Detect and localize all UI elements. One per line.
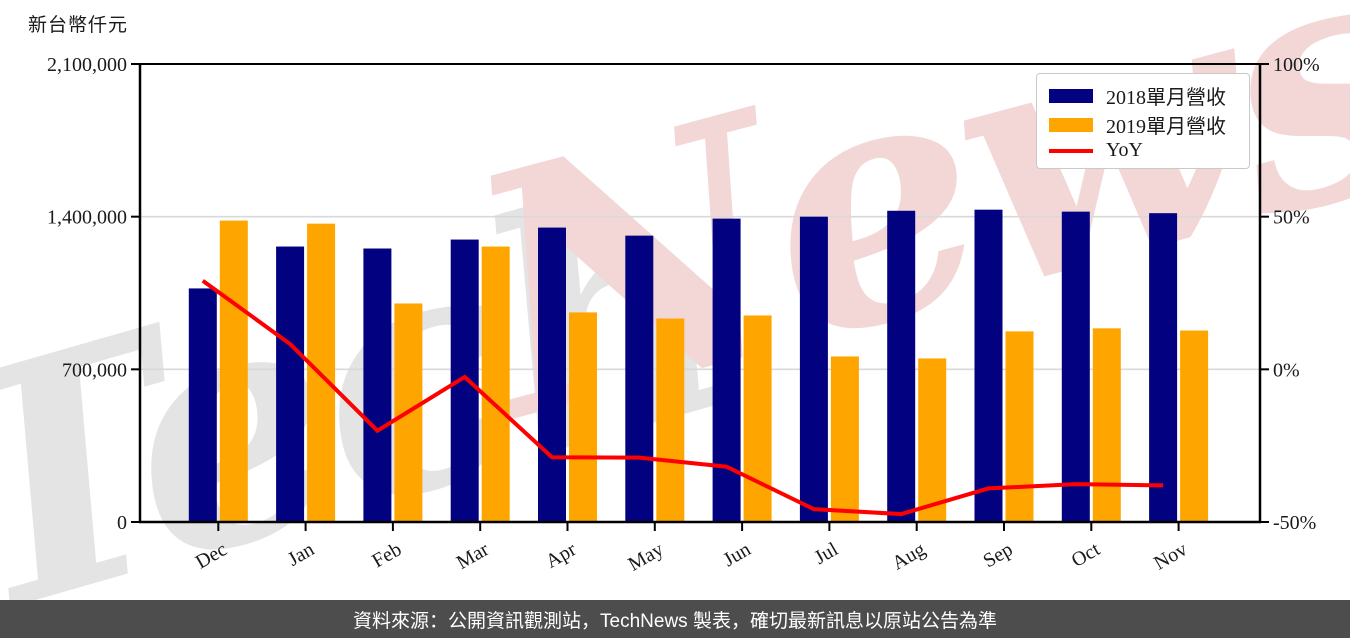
legend-row-2019: 2019單月營收 [1049, 110, 1237, 139]
bar-2018單月營收-Jun [712, 218, 741, 522]
month-label-Jun: Jun [720, 538, 755, 571]
legend-swatch-2018-bar [1049, 88, 1093, 103]
bar-2018單月營收-Aug [887, 210, 916, 523]
legend-label-2019: 2019單月營收 [1106, 116, 1226, 138]
left-axis-unit-label: 新台幣仟元 [28, 15, 129, 36]
bar-2018單月營收-Jan [276, 246, 305, 522]
month-label-Sep: Sep [980, 538, 1017, 572]
bar-2018單月營收-May [625, 235, 654, 523]
legend-box: 2018單月營收 2019單月營收 YoY [1036, 73, 1250, 169]
bar-2018單月營收-Sep [974, 209, 1003, 522]
legend-label-2018: 2018單月營收 [1106, 87, 1226, 109]
revenue-yoy-combo-chart: 2,100,000 1,400,000 700,000 0 100% 50% 0% -50% D… [47, 54, 1320, 576]
month-label-May: May [625, 538, 668, 575]
bar-2019單月營收-Oct [1092, 328, 1121, 522]
right-tick-label: 100% [1273, 54, 1320, 76]
left-tick-label: 0 [117, 512, 127, 534]
bar-2018單月營收-Apr [538, 227, 566, 523]
month-label-Aug: Aug [888, 538, 929, 574]
month-label-Nov: Nov [1150, 538, 1191, 574]
month-label-Mar: Mar [453, 538, 493, 574]
left-tick-label: 2,100,000 [47, 54, 127, 76]
bar-2019單月營收-Apr [569, 312, 597, 522]
month-label-Jan: Jan [284, 538, 318, 570]
legend-row-yoy: YoY [1049, 139, 1237, 162]
bar-2019單月營收-Jun [743, 315, 772, 522]
bar-2019單月營收-Dec [219, 220, 248, 522]
legend-swatch-yoy-line [1049, 148, 1093, 153]
month-label-Apr: Apr [542, 538, 580, 573]
legend-row-2018: 2018單月營收 [1049, 81, 1237, 110]
right-tick-label: 0% [1273, 359, 1300, 381]
month-label-Jul: Jul [811, 538, 843, 569]
bar-2019單月營收-May [656, 318, 685, 522]
bar-2019單月營收-Jul [830, 356, 859, 522]
bar-2018單月營收-Oct [1061, 211, 1090, 522]
right-tick-label: 50% [1273, 207, 1310, 229]
left-tick-label: 700,000 [62, 359, 127, 381]
bar-2019單月營收-Mar [481, 246, 510, 522]
source-note-text: 資料來源：公開資訊觀測站，TechNews 製表，確切最新訊息以原站公告為準 [353, 610, 997, 632]
bar-2019單月營收-Nov [1180, 330, 1209, 522]
yoy-line [201, 279, 1164, 517]
month-label-Dec: Dec [192, 538, 231, 573]
bar-2018單月營收-Dec [188, 288, 217, 522]
footer-source-bar: 資料來源：公開資訊觀測站，TechNews 製表，確切最新訊息以原站公告為準 [0, 600, 1350, 638]
month-label-Feb: Feb [368, 538, 405, 572]
month-label-Oct: Oct [1068, 538, 1104, 572]
right-tick-label: -50% [1273, 512, 1316, 534]
bar-2019單月營收-Sep [1005, 331, 1034, 522]
legend-label-yoy: YoY [1106, 139, 1143, 161]
bar-2018單月營收-Nov [1149, 213, 1178, 523]
left-tick-label: 1,400,000 [47, 207, 127, 229]
bar-2018單月營收-Jul [799, 216, 828, 522]
bar-2019單月營收-Aug [918, 358, 947, 522]
bar-2018單月營收-Feb [363, 248, 392, 522]
legend-swatch-2019-bar [1049, 117, 1093, 132]
